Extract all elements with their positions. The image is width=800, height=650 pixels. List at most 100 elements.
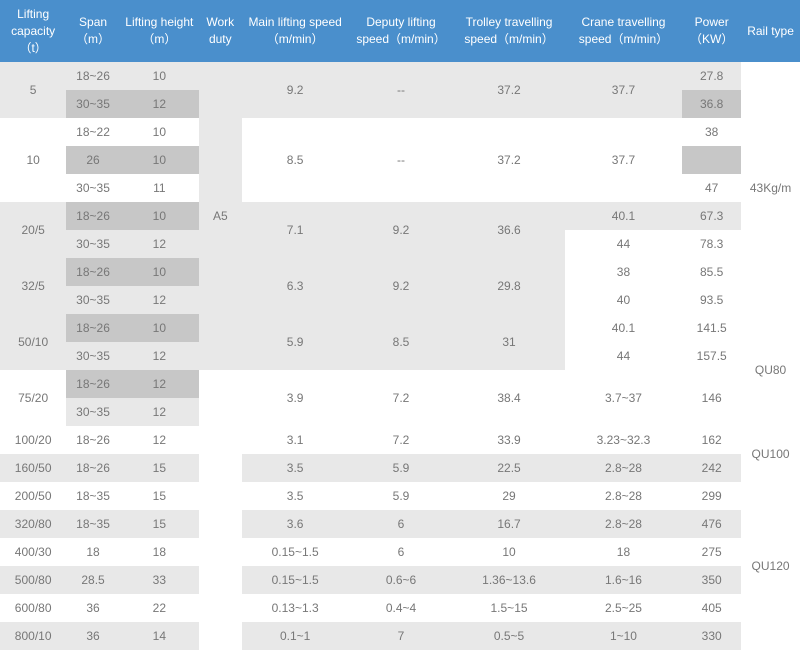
cell-span: 36: [66, 594, 119, 622]
cell-lh: 12: [120, 370, 199, 398]
cell-span: 18~26: [66, 202, 119, 230]
cell-tts: 37.2: [453, 118, 564, 202]
cell-cts: 44: [565, 230, 683, 258]
cell-span: 30~35: [66, 342, 119, 370]
table-row: 20/5 18~26 10 7.1 9.2 36.6 40.1 67.3: [0, 202, 800, 230]
cell-mls: 3.5: [242, 482, 349, 510]
cell-lc: 50/10: [0, 314, 66, 370]
cell-cts: 38: [565, 258, 683, 286]
hdr-rail-type: Rail type: [741, 0, 800, 62]
cell-span: 18~26: [66, 314, 119, 342]
cell-span: 26: [66, 146, 119, 174]
cell-span: 18~35: [66, 510, 119, 538]
cell-dls: 9.2: [349, 202, 454, 258]
header-row: Lifting capacity （t） Span（m） Lifting hei…: [0, 0, 800, 62]
cell-pw: 157.5: [682, 342, 741, 370]
cell-span: 30~35: [66, 286, 119, 314]
cell-tts: 16.7: [453, 510, 564, 538]
hdr-lifting-capacity: Lifting capacity （t）: [0, 0, 66, 62]
cell-lh: 33: [120, 566, 199, 594]
cell-lh: 10: [120, 202, 199, 230]
cell-work-duty: [199, 370, 242, 650]
cell-pw: 93.5: [682, 286, 741, 314]
table-row: 600/80 36 22 0.13~1.3 0.4~4 1.5~15 2.5~2…: [0, 594, 800, 622]
cell-span: 18: [66, 538, 119, 566]
cell-span: 18~26: [66, 258, 119, 286]
cell-pw: 476: [682, 510, 741, 538]
table-row: 32/5 18~26 10 6.3 9.2 29.8 38 85.5: [0, 258, 800, 286]
cell-mls: 3.9: [242, 370, 349, 426]
cell-pw: 47: [682, 174, 741, 202]
cell-rail: QU80: [741, 314, 800, 426]
cell-mls: 3.6: [242, 510, 349, 538]
cell-lc: 160/50: [0, 454, 66, 482]
cell-pw: 78.3: [682, 230, 741, 258]
cell-lh: 10: [120, 62, 199, 90]
cell-span: 18~26: [66, 454, 119, 482]
cell-lh: 18: [120, 538, 199, 566]
cell-cts: 2.5~25: [565, 594, 683, 622]
cell-span: 36: [66, 622, 119, 650]
cell-lc: 32/5: [0, 258, 66, 314]
cell-mls: 3.1: [242, 426, 349, 454]
cell-cts: 3.23~32.3: [565, 426, 683, 454]
cell-lh: 22: [120, 594, 199, 622]
table-row: 5 18~26 10 A5 9.2 -- 37.2 37.7 27.8 43Kg…: [0, 62, 800, 90]
cell-lh: 15: [120, 510, 199, 538]
cell-lh: 11: [120, 174, 199, 202]
cell-tts: 29.8: [453, 258, 564, 314]
hdr-trolley-speed: Trolley travelling speed（m/min）: [453, 0, 564, 62]
cell-mls: 6.3: [242, 258, 349, 314]
cell-mls: 0.1~1: [242, 622, 349, 650]
cell-dls: 7.2: [349, 426, 454, 454]
cell-pw: 36.8: [682, 90, 741, 118]
cell-lh: 14: [120, 622, 199, 650]
cell-tts: 0.5~5: [453, 622, 564, 650]
cell-rail: QU100: [741, 426, 800, 482]
cell-tts: 31: [453, 314, 564, 370]
cell-work-duty: A5: [199, 62, 242, 370]
hdr-crane-speed: Crane travelling speed（m/min）: [565, 0, 683, 62]
cell-cts: 44: [565, 342, 683, 370]
cell-pw: 141.5: [682, 314, 741, 342]
cell-lc: 100/20: [0, 426, 66, 454]
cell-mls: 0.15~1.5: [242, 566, 349, 594]
cell-lc: 600/80: [0, 594, 66, 622]
cell-cts: 40.1: [565, 202, 683, 230]
cell-lc: 400/30: [0, 538, 66, 566]
cell-lh: 15: [120, 482, 199, 510]
cell-span: 30~35: [66, 90, 119, 118]
cell-mls: 7.1: [242, 202, 349, 258]
table-row: 100/20 18~26 12 3.1 7.2 33.9 3.23~32.3 1…: [0, 426, 800, 454]
cell-rail: 43Kg/m: [741, 62, 800, 314]
cell-dls: 8.5: [349, 314, 454, 370]
cell-pw: 299: [682, 482, 741, 510]
hdr-power: Power（KW）: [682, 0, 741, 62]
cell-pw: 350: [682, 566, 741, 594]
cell-pw: 330: [682, 622, 741, 650]
cell-mls: 0.13~1.3: [242, 594, 349, 622]
cell-span: 30~35: [66, 174, 119, 202]
cell-span: 18~26: [66, 426, 119, 454]
cell-pw: 242: [682, 454, 741, 482]
cell-lh: 12: [120, 286, 199, 314]
cell-tts: 36.6: [453, 202, 564, 258]
cell-lh: 10: [120, 118, 199, 146]
cell-cts: 18: [565, 538, 683, 566]
cell-pw: 275: [682, 538, 741, 566]
cell-cts: 3.7~37: [565, 370, 683, 426]
cell-tts: 1.5~15: [453, 594, 564, 622]
cell-pw: 146: [682, 370, 741, 426]
cell-dls: 6: [349, 510, 454, 538]
hdr-work-duty: Work duty: [199, 0, 242, 62]
cell-lc: 800/10: [0, 622, 66, 650]
hdr-main-lifting-speed: Main lifting speed（m/min）: [242, 0, 349, 62]
cell-cts: 40.1: [565, 314, 683, 342]
cell-mls: 8.5: [242, 118, 349, 202]
cell-mls: 3.5: [242, 454, 349, 482]
cell-dls: 7: [349, 622, 454, 650]
cell-tts: 22.5: [453, 454, 564, 482]
cell-mls: 5.9: [242, 314, 349, 370]
table-row: 160/50 18~26 15 3.5 5.9 22.5 2.8~28 242: [0, 454, 800, 482]
cell-lh: 12: [120, 426, 199, 454]
